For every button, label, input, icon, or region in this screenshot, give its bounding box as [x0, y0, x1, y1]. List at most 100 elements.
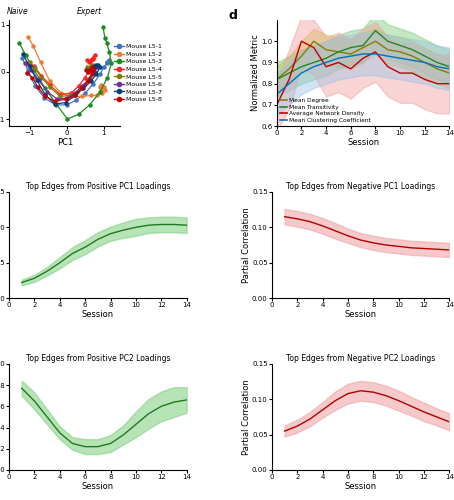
Text: d: d: [228, 10, 237, 22]
Mouse L5-6: [86, 76, 92, 82]
Mouse L5-6: [72, 90, 78, 96]
Mouse L5-4: [83, 74, 88, 80]
Mouse L5-3: [100, 24, 106, 30]
Y-axis label: Partial Correlation: Partial Correlation: [242, 379, 251, 455]
Mouse L5-7: [92, 63, 97, 69]
Mouse L5-5: [86, 66, 92, 72]
Mouse L5-5: [47, 84, 53, 90]
Line: Mouse L5-3: Mouse L5-3: [18, 26, 113, 120]
Mouse L5-8: [52, 98, 58, 104]
Mouse L5-2: [98, 82, 104, 88]
Mouse L5-6: [22, 60, 28, 66]
Mouse L5-6: [29, 66, 34, 72]
Mouse L5-1: [97, 71, 103, 77]
Mouse L5-7: [94, 62, 99, 68]
Mouse L5-6: [86, 66, 92, 72]
Mouse L5-1: [83, 90, 88, 96]
Mouse L5-1: [104, 60, 109, 66]
Mouse L5-1: [105, 58, 111, 64]
Mouse L5-7: [90, 64, 95, 70]
Mouse L5-5: [91, 66, 96, 72]
Mouse L5-5: [27, 58, 32, 64]
Mouse L5-5: [92, 64, 97, 70]
Mouse L5-7: [42, 92, 48, 98]
Mouse L5-2: [30, 43, 36, 49]
Text: Expert: Expert: [77, 6, 102, 16]
Legend: Mouse L5-1, Mouse L5-2, Mouse L5-3, Mouse L5-4, Mouse L5-5, Mouse L5-6, Mouse L5: Mouse L5-1, Mouse L5-2, Mouse L5-3, Mous…: [114, 44, 163, 102]
Mouse L5-6: [79, 83, 85, 89]
Mouse L5-7: [34, 78, 39, 84]
Mouse L5-7: [94, 71, 99, 77]
Mouse L5-7: [97, 64, 103, 70]
Mouse L5-1: [42, 95, 47, 101]
Text: Naive: Naive: [7, 6, 29, 16]
Mouse L5-1: [25, 66, 30, 72]
Mouse L5-8: [87, 66, 93, 72]
Mouse L5-4: [91, 56, 96, 62]
Mouse L5-2: [101, 84, 107, 90]
Mouse L5-8: [35, 84, 40, 90]
Mouse L5-6: [64, 95, 70, 101]
Mouse L5-5: [84, 64, 90, 70]
Mouse L5-7: [20, 51, 25, 57]
Mouse L5-8: [85, 69, 91, 75]
X-axis label: Session: Session: [82, 482, 114, 490]
Mouse L5-3: [105, 74, 110, 80]
Mouse L5-7: [81, 86, 86, 91]
Title: Top Edges from Positive PC1 Loadings: Top Edges from Positive PC1 Loadings: [25, 182, 170, 191]
Mouse L5-8: [42, 94, 48, 100]
Mouse L5-7: [27, 63, 32, 69]
Mouse L5-2: [88, 92, 94, 98]
Mouse L5-3: [76, 112, 81, 117]
Mouse L5-6: [92, 63, 97, 69]
Mouse L5-2: [97, 84, 103, 90]
Mouse L5-3: [64, 116, 70, 122]
Mouse L5-3: [54, 101, 59, 107]
Mouse L5-2: [38, 60, 44, 66]
Mouse L5-4: [69, 90, 74, 96]
Mouse L5-5: [39, 74, 44, 80]
Mouse L5-7: [95, 62, 101, 68]
Mouse L5-3: [97, 88, 103, 94]
Y-axis label: Partial Correlation: Partial Correlation: [242, 207, 251, 283]
Mouse L5-1: [20, 54, 25, 60]
Mouse L5-3: [87, 102, 93, 108]
Mouse L5-4: [92, 52, 97, 59]
Mouse L5-7: [88, 78, 94, 84]
Mouse L5-8: [79, 86, 85, 91]
Mouse L5-3: [23, 52, 29, 59]
Line: Mouse L5-6: Mouse L5-6: [24, 62, 99, 101]
Mouse L5-2: [69, 94, 75, 100]
Mouse L5-3: [109, 60, 114, 66]
Mouse L5-3: [16, 40, 22, 46]
X-axis label: Session: Session: [82, 310, 114, 318]
X-axis label: PC1: PC1: [57, 138, 73, 146]
Mouse L5-1: [105, 60, 110, 66]
Mouse L5-5: [57, 94, 63, 100]
Mouse L5-4: [76, 83, 81, 89]
Mouse L5-4: [86, 58, 92, 64]
Mouse L5-5: [90, 62, 95, 68]
Mouse L5-5: [67, 92, 72, 98]
Mouse L5-8: [24, 70, 29, 76]
Line: Mouse L5-4: Mouse L5-4: [26, 54, 96, 96]
Mouse L5-7: [63, 100, 69, 105]
Mouse L5-1: [107, 57, 112, 63]
Mouse L5-4: [88, 57, 94, 63]
Mouse L5-8: [91, 66, 96, 72]
Y-axis label: Normalized Metric: Normalized Metric: [251, 34, 260, 112]
Mouse L5-1: [64, 102, 69, 108]
Mouse L5-7: [52, 101, 58, 107]
Mouse L5-6: [54, 96, 60, 102]
Mouse L5-4: [25, 60, 30, 66]
Title: Top Edges from Negative PC1 Loadings: Top Edges from Negative PC1 Loadings: [286, 182, 435, 191]
Mouse L5-5: [74, 88, 80, 94]
Mouse L5-3: [42, 86, 48, 91]
Mouse L5-6: [88, 66, 94, 72]
Line: Mouse L5-8: Mouse L5-8: [25, 66, 95, 102]
Mouse L5-1: [91, 80, 96, 86]
Mouse L5-3: [104, 40, 109, 46]
Mouse L5-5: [88, 63, 94, 69]
Mouse L5-4: [39, 72, 44, 78]
Mouse L5-2: [102, 87, 107, 93]
